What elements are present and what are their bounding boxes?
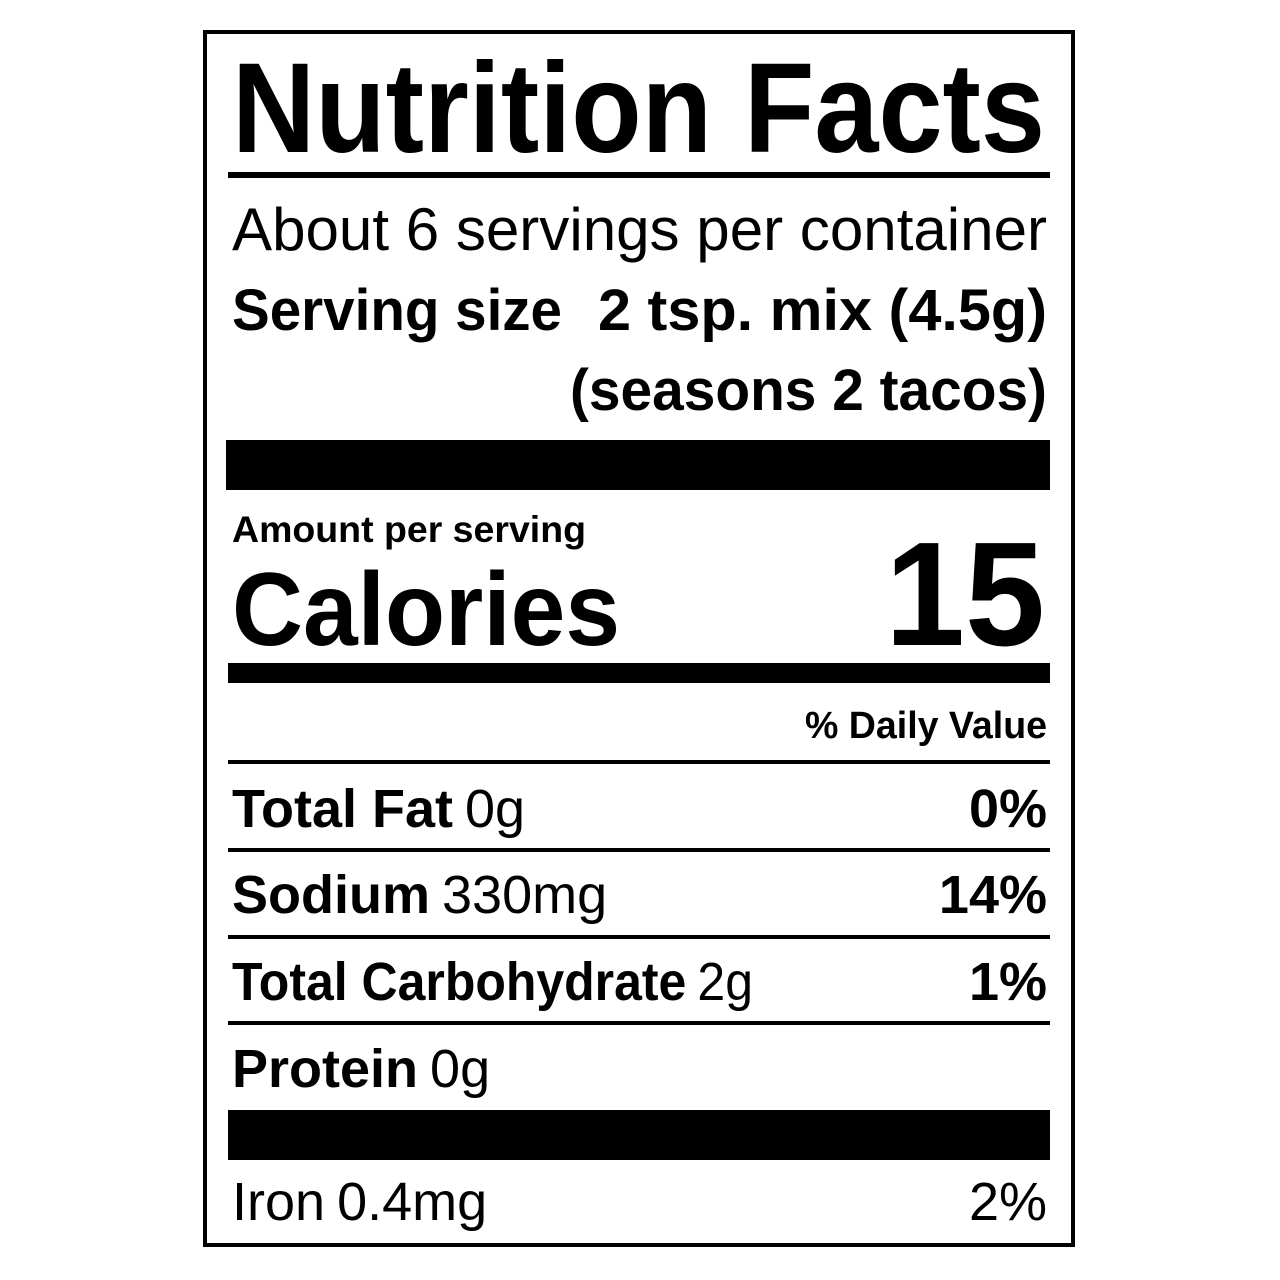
- nutrient-amount: 0g: [430, 1039, 490, 1099]
- nutrient-row: Sodium 330mg: [232, 865, 607, 925]
- nutrient-row: Total Carbohydrate2g: [232, 952, 753, 1012]
- nutrient-name: Total Fat: [232, 779, 453, 839]
- vitamin-row: Iron 0.4mg: [232, 1172, 487, 1232]
- divider: [228, 935, 1050, 939]
- nutrient-row: Protein 0g: [232, 1039, 490, 1099]
- vitamin-name: Iron: [232, 1172, 325, 1232]
- vitamin-amount: 0.4mg: [337, 1172, 487, 1232]
- divider: [228, 172, 1050, 178]
- daily-value-header: % Daily Value: [805, 705, 1047, 747]
- serving-size-label: Serving size: [232, 278, 562, 343]
- nutrient-amount: 2g: [697, 952, 753, 1012]
- medium-divider: [228, 663, 1050, 683]
- thick-divider: [226, 440, 1050, 490]
- calories-label: Calories: [232, 552, 620, 668]
- nutrient-name: Total Carbohydrate: [232, 952, 686, 1012]
- nutrient-name: Sodium: [232, 865, 430, 925]
- calories-value: 15: [885, 512, 1045, 677]
- title: Nutrition Facts: [232, 37, 1045, 180]
- thick-divider: [228, 1110, 1050, 1160]
- servings: About 6 servings per container: [232, 196, 1047, 263]
- nutrient-name: Protein: [232, 1039, 418, 1099]
- divider: [228, 760, 1050, 764]
- serving-size-note: (seasons 2 tacos): [570, 358, 1047, 423]
- divider: [228, 1021, 1050, 1025]
- nutrient-dv: 0%: [969, 779, 1047, 839]
- label-border: [203, 30, 1075, 1247]
- amount-per-serving: Amount per serving: [232, 509, 586, 550]
- nutrient-dv: 14%: [939, 865, 1047, 925]
- serving-size-value: 2 tsp. mix (4.5g): [598, 278, 1047, 343]
- nutrient-amount: 0g: [465, 779, 525, 839]
- nutrient-amount: 330mg: [442, 865, 607, 925]
- divider: [228, 848, 1050, 852]
- nutrient-row: Total Fat 0g: [232, 779, 525, 839]
- vitamin-dv: 2%: [969, 1172, 1047, 1232]
- nutrient-dv: 1%: [969, 952, 1047, 1012]
